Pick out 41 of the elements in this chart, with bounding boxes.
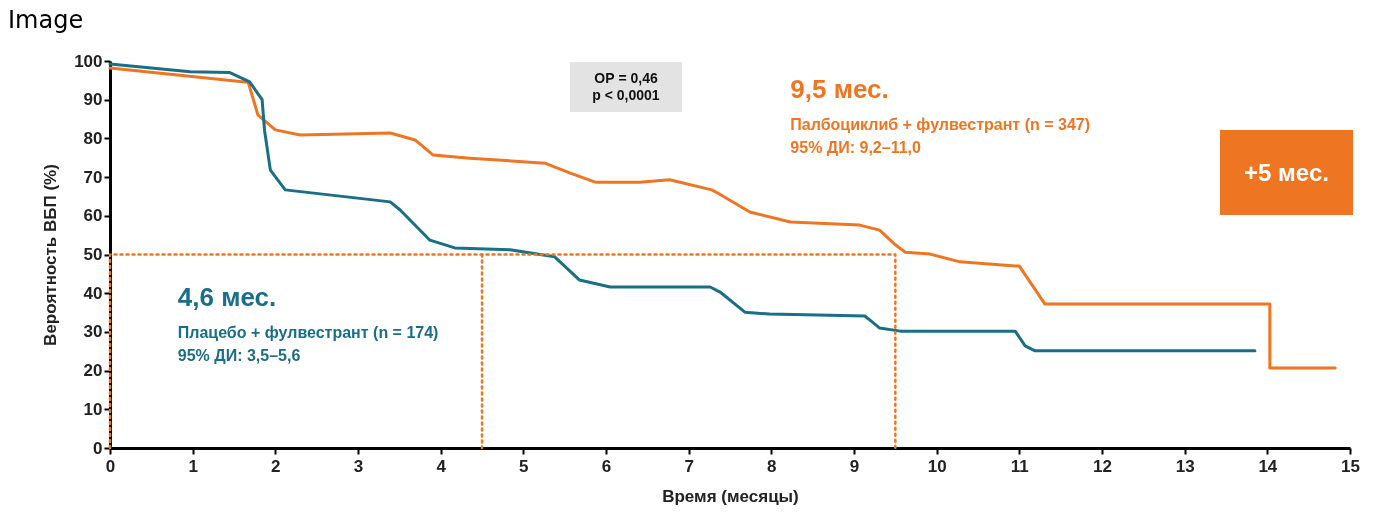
- annotation: +5 мес.: [1244, 158, 1329, 187]
- x-tick-label: 2: [271, 456, 281, 476]
- x-tick-label: 7: [684, 456, 694, 476]
- y-tick-label: 90: [83, 90, 103, 110]
- y-axis-title: Вероятность ВБП (%): [41, 164, 61, 346]
- x-axis-title: Время (месяцы): [662, 486, 799, 506]
- y-tick-label: 40: [83, 283, 103, 303]
- chart-title: Image: [8, 6, 84, 34]
- difference-box: +5 мес.: [1220, 130, 1353, 215]
- annotation: 95% ДИ: 9,2–11,0: [790, 139, 921, 157]
- y-tick-label: 80: [83, 128, 103, 148]
- x-tick-label: 3: [353, 456, 364, 476]
- x-tick-label: 13: [1175, 456, 1195, 476]
- y-tick-label: 20: [83, 361, 103, 381]
- annotation: ОР = 0,46: [594, 70, 658, 87]
- y-tick-label: 50: [83, 245, 103, 264]
- x-tick-label: 0: [105, 456, 116, 476]
- y-tick-label: 30: [83, 322, 103, 342]
- x-tick-label: 14: [1258, 456, 1278, 476]
- annotation: 9,5 мес.: [790, 74, 889, 105]
- statistics-box: ОР = 0,46 p < 0,0001: [570, 62, 682, 112]
- x-tick-label: 1: [188, 456, 198, 476]
- y-tick-label: 100: [74, 51, 103, 71]
- x-tick-label: 9: [849, 456, 860, 476]
- annotation: 95% ДИ: 3,5–5,6: [177, 346, 301, 364]
- annotation: 4,6 мес.: [177, 281, 277, 312]
- x-tick-label: 4: [436, 456, 447, 476]
- x-tick-label: 5: [519, 456, 529, 476]
- text: Палбоциклиб + фулвестрант (n = 347): [790, 115, 1091, 133]
- y-tick-label: 70: [83, 167, 103, 187]
- x-tick-label: 11: [1010, 456, 1029, 476]
- y-tick-label: 60: [83, 206, 103, 226]
- x-tick-label: 10: [927, 456, 947, 476]
- x-tick-label: 8: [767, 456, 777, 476]
- x-tick-label: 15: [1341, 456, 1360, 476]
- x-tick-label: 12: [1093, 456, 1112, 476]
- x-tick-label: 6: [601, 456, 612, 476]
- text: Плацебо + фулвестрант (n = 174): [177, 324, 439, 342]
- y-tick-label: 0: [93, 438, 103, 458]
- annotation: p < 0,0001: [592, 87, 660, 104]
- y-tick-label: 10: [83, 399, 103, 419]
